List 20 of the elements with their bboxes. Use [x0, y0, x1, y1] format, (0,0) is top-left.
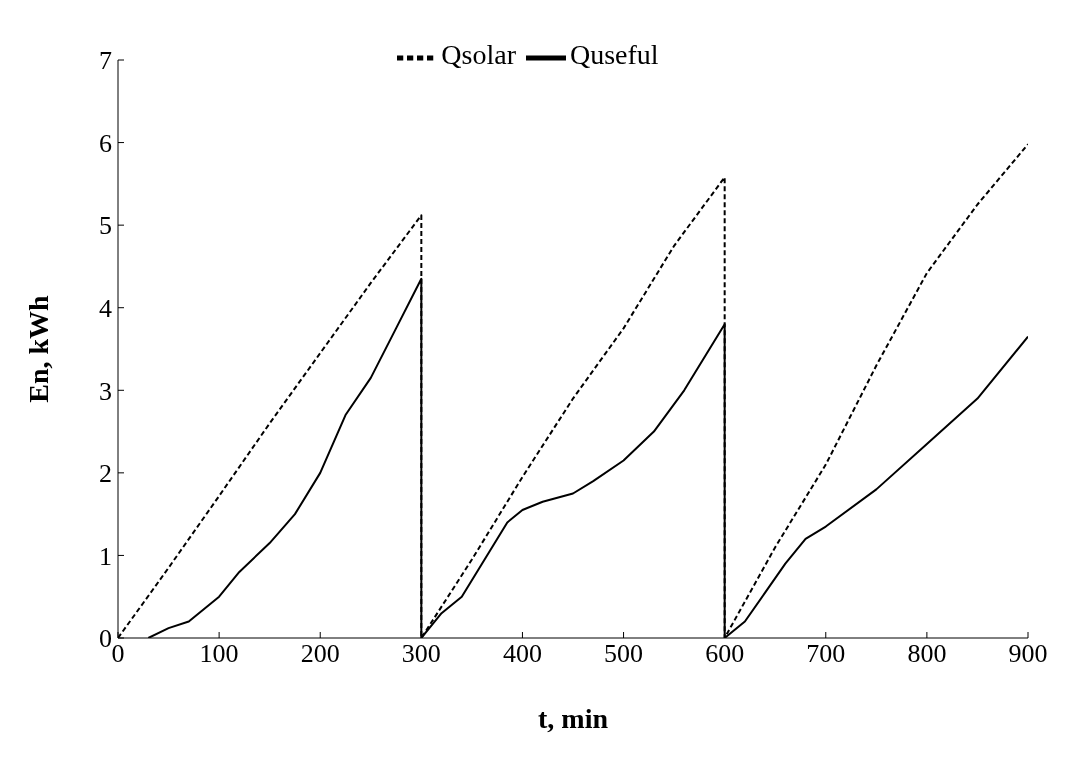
y-tick-label: 2 — [99, 459, 112, 489]
legend-label: Qsolar — [441, 39, 516, 71]
y-axis-title: En, kWh — [22, 294, 54, 403]
x-tick-label: 800 — [907, 639, 947, 669]
x-tick-label: 100 — [199, 639, 239, 669]
y-tick-label: 7 — [99, 46, 112, 76]
y-tick-label: 4 — [99, 293, 112, 323]
y-tick-label: 5 — [99, 211, 112, 241]
x-tick-label: 600 — [705, 639, 745, 669]
legend-label: Quseful — [570, 39, 659, 71]
x-tick-label: 900 — [1008, 639, 1048, 669]
y-tick-label: 3 — [99, 376, 112, 406]
y-tick-label: 1 — [99, 541, 112, 571]
x-tick-label: 200 — [300, 639, 340, 669]
x-axis-title: t, min — [538, 703, 609, 734]
y-tick-label: 6 — [99, 128, 112, 158]
x-tick-label: 300 — [401, 639, 441, 669]
x-tick-label: 700 — [806, 639, 846, 669]
x-tick-label: 500 — [604, 639, 644, 669]
x-tick-label: 400 — [502, 639, 542, 669]
